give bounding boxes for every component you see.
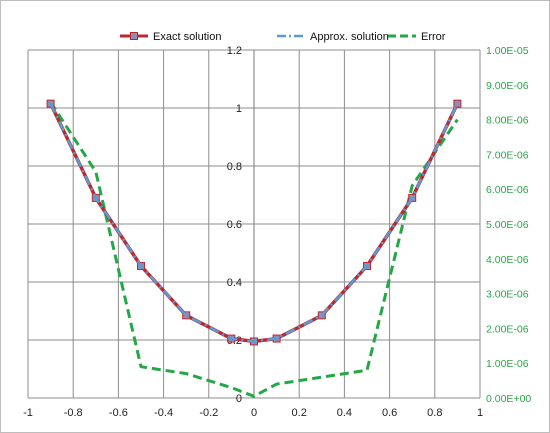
series-line-error [49, 101, 459, 398]
legend-entry: Approx. solution [277, 31, 389, 43]
data-point [453, 99, 462, 108]
x-tick-label: 0.8 [427, 407, 442, 419]
x-tick-label: 1 [477, 407, 483, 419]
y-tick-label: 1.2 [227, 45, 242, 57]
legend-marker [130, 32, 138, 40]
y-tick-label: 0.4 [227, 277, 242, 289]
y2-tick-label: 0.00E+00 [486, 393, 531, 405]
y2-tick-label: 1.00E-06 [486, 358, 529, 370]
y2-tick-label: 5.00E-06 [486, 219, 529, 231]
y-tick-label: 0 [236, 393, 242, 405]
x-tick-label: 0 [251, 407, 257, 419]
series-layer [46, 99, 462, 398]
x-tick-label: 0.2 [292, 407, 307, 419]
y2-tick-label: 1.00E-05 [486, 45, 529, 57]
x-tick-label: 0.6 [382, 407, 397, 419]
x-tick-label: -0.6 [109, 407, 128, 419]
y2-tick-label: 7.00E-06 [486, 149, 529, 161]
legend-entry: Error [388, 31, 446, 43]
legend-entry: Exact solution [120, 31, 221, 43]
y2-tick-label: 6.00E-06 [486, 184, 529, 196]
y2-tick-label: 3.00E-06 [486, 289, 529, 301]
legend-label: Error [421, 31, 446, 43]
y-tick-label: 1 [236, 103, 242, 115]
y2-tick-label: 4.00E-06 [486, 254, 529, 266]
axes: 0 0.2 0.4 0.6 0.8 1 1.2 0.00E+00 1.00E-06 2.00E-0… [23, 45, 531, 419]
y2-tick-label: 2.00E-06 [486, 323, 529, 335]
x-tick-label: -0.2 [199, 407, 218, 419]
series-line-approx-solution [49, 103, 459, 343]
y2-tick-label: 9.00E-06 [486, 80, 529, 92]
legend: Exact solution Approx. solution Error [120, 31, 446, 43]
x-tick-label: -0.8 [64, 407, 83, 419]
data-point [182, 311, 191, 320]
x-tick-label: -1 [23, 407, 33, 419]
y2-tick-label: 8.00E-06 [486, 115, 529, 127]
legend-label: Approx. solution [310, 31, 389, 43]
x-tick-label: -0.4 [154, 407, 173, 419]
y-tick-label: 0.6 [227, 219, 242, 231]
x-tick-label: 0.4 [337, 407, 352, 419]
y-tick-label: 0.8 [227, 161, 242, 173]
legend-label: Exact solution [153, 31, 221, 43]
